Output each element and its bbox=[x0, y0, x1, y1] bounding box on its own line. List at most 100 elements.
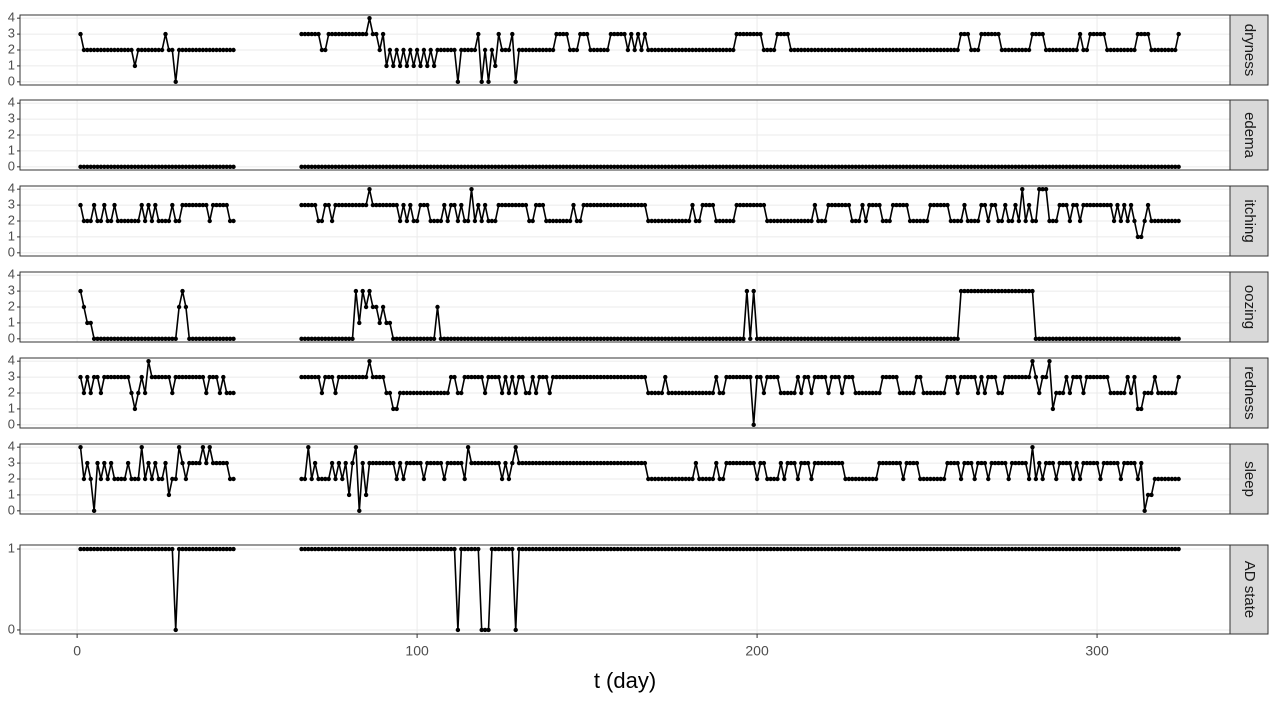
data-point bbox=[1077, 31, 1083, 37]
data-point bbox=[323, 336, 328, 342]
data-point bbox=[1105, 47, 1110, 53]
data-point bbox=[890, 546, 896, 552]
data-point bbox=[897, 546, 903, 552]
data-point bbox=[1098, 336, 1103, 342]
y-tick-label: 3 bbox=[8, 283, 15, 298]
data-point bbox=[510, 164, 515, 170]
data-point bbox=[1057, 460, 1062, 466]
data-point bbox=[1159, 218, 1164, 224]
data-point bbox=[119, 164, 124, 170]
data-point bbox=[98, 218, 104, 224]
data-point bbox=[1105, 546, 1110, 552]
data-point bbox=[486, 460, 491, 466]
data-point bbox=[914, 546, 920, 552]
data-point bbox=[408, 202, 413, 208]
data-point bbox=[812, 546, 818, 552]
data-point bbox=[1067, 336, 1073, 342]
data-point bbox=[1026, 47, 1032, 53]
data-point bbox=[1173, 390, 1178, 396]
data-point bbox=[561, 460, 566, 466]
data-point bbox=[299, 546, 304, 552]
data-point bbox=[472, 460, 478, 466]
data-point bbox=[901, 202, 906, 208]
data-point bbox=[149, 336, 155, 342]
data-point bbox=[136, 336, 141, 342]
data-point bbox=[445, 390, 450, 396]
data-point bbox=[1169, 218, 1175, 224]
data-point bbox=[931, 47, 937, 53]
data-point bbox=[442, 336, 447, 342]
data-point bbox=[1050, 406, 1056, 412]
data-point bbox=[683, 47, 688, 53]
data-point bbox=[914, 374, 920, 380]
data-point bbox=[1132, 336, 1137, 342]
data-point bbox=[697, 546, 702, 552]
data-point bbox=[146, 202, 151, 208]
data-point bbox=[748, 460, 753, 466]
data-point bbox=[1016, 288, 1022, 294]
data-point bbox=[1101, 374, 1107, 380]
data-point bbox=[214, 546, 219, 552]
data-point bbox=[108, 218, 114, 224]
data-point bbox=[737, 336, 743, 342]
data-point bbox=[833, 374, 838, 380]
data-point bbox=[1108, 546, 1113, 552]
data-point bbox=[646, 218, 651, 224]
data-point bbox=[829, 546, 835, 552]
data-point bbox=[962, 546, 967, 552]
data-point bbox=[516, 460, 522, 466]
data-point bbox=[867, 47, 872, 53]
data-point bbox=[353, 31, 359, 37]
data-point bbox=[353, 288, 359, 294]
data-point bbox=[200, 47, 206, 53]
data-point bbox=[598, 47, 603, 53]
data-point bbox=[788, 460, 794, 466]
data-point bbox=[421, 164, 427, 170]
data-point bbox=[941, 47, 947, 53]
data-point bbox=[139, 444, 144, 450]
data-point bbox=[527, 546, 532, 552]
data-point bbox=[204, 460, 209, 466]
data-point bbox=[102, 202, 107, 208]
data-point bbox=[1169, 546, 1175, 552]
data-point bbox=[710, 546, 716, 552]
data-point bbox=[1159, 390, 1164, 396]
data-point bbox=[571, 336, 576, 342]
data-point bbox=[761, 47, 767, 53]
data-point bbox=[843, 336, 848, 342]
data-point bbox=[795, 336, 801, 342]
data-point bbox=[476, 336, 481, 342]
data-point bbox=[1145, 336, 1151, 342]
data-point bbox=[1033, 31, 1039, 37]
data-point bbox=[1040, 476, 1045, 482]
data-point bbox=[724, 460, 729, 466]
data-point bbox=[1156, 336, 1161, 342]
data-point bbox=[343, 374, 348, 380]
data-point bbox=[567, 47, 573, 53]
data-point bbox=[221, 546, 226, 552]
data-point bbox=[408, 336, 413, 342]
data-point bbox=[336, 31, 342, 37]
data-point bbox=[129, 336, 134, 342]
data-point bbox=[578, 31, 583, 37]
data-point bbox=[377, 164, 382, 170]
data-point bbox=[299, 374, 304, 380]
data-point bbox=[564, 164, 569, 170]
data-point bbox=[856, 218, 862, 224]
data-point bbox=[846, 476, 852, 482]
data-point bbox=[210, 336, 216, 342]
data-point bbox=[486, 336, 491, 342]
data-point bbox=[697, 164, 702, 170]
data-point bbox=[816, 218, 821, 224]
data-point bbox=[357, 164, 362, 170]
data-point bbox=[894, 336, 899, 342]
data-point bbox=[88, 47, 93, 53]
data-point bbox=[850, 374, 855, 380]
data-point bbox=[455, 218, 461, 224]
data-point bbox=[1094, 546, 1100, 552]
data-point bbox=[700, 336, 705, 342]
data-point bbox=[340, 546, 345, 552]
data-point bbox=[836, 546, 841, 552]
data-point bbox=[819, 546, 824, 552]
data-point bbox=[340, 476, 345, 482]
